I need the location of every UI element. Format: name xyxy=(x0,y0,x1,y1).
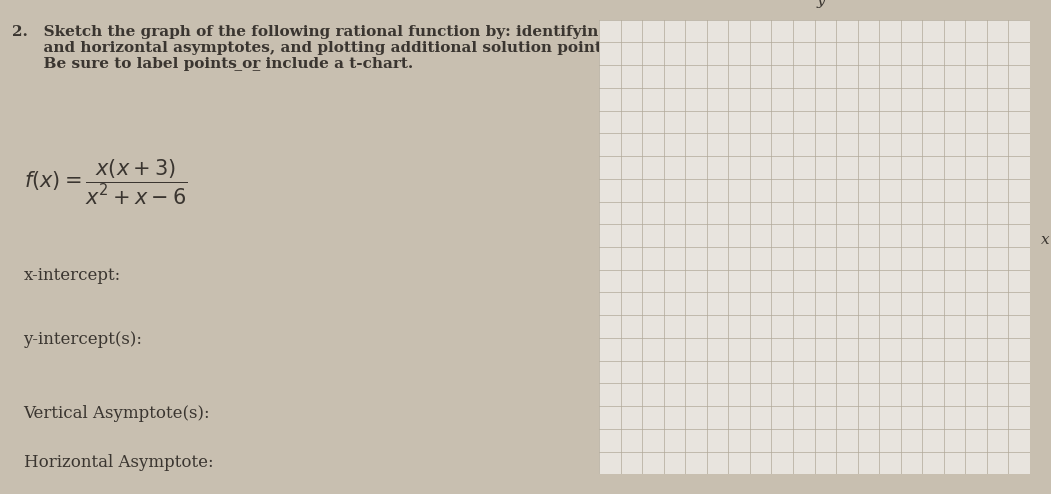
Text: 2.   Sketch the graph of the following rational function by: identifying all int: 2. Sketch the graph of the following rat… xyxy=(12,25,905,71)
Text: y: y xyxy=(817,0,825,8)
Text: $f(x) = \dfrac{x(x+3)}{x^2+x-6}$: $f(x) = \dfrac{x(x+3)}{x^2+x-6}$ xyxy=(23,158,187,207)
Text: x-intercept:: x-intercept: xyxy=(23,267,121,284)
Text: Vertical Asymptote(s):: Vertical Asymptote(s): xyxy=(23,405,210,422)
Text: Horizontal Asymptote:: Horizontal Asymptote: xyxy=(23,454,213,471)
Text: y-intercept(s):: y-intercept(s): xyxy=(23,331,143,348)
Text: x: x xyxy=(1040,233,1049,247)
